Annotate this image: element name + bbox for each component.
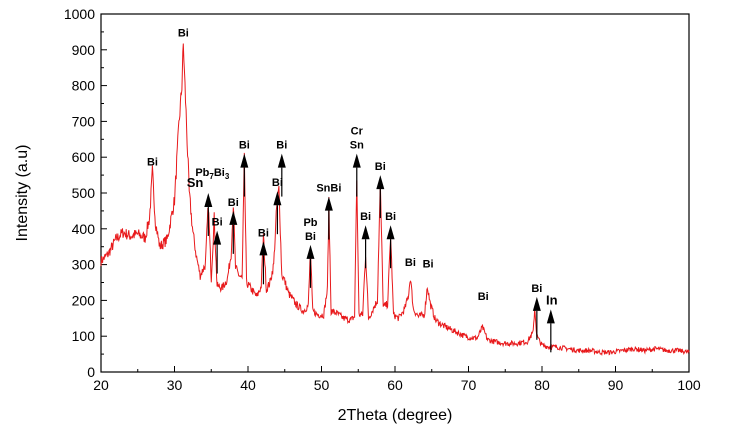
peak-label: Bi (478, 291, 489, 303)
peak-arrow-head (361, 225, 370, 240)
peak-arrow-head (352, 153, 361, 168)
x-tick-label: 60 (387, 377, 403, 393)
xrd-series-line (100, 43, 690, 357)
peak-label: Bi (385, 211, 396, 223)
peak-arrow-head (273, 191, 282, 206)
y-tick-label: 600 (72, 149, 96, 165)
y-tick-label: 1000 (64, 6, 95, 22)
peak-label: Bi (305, 231, 316, 243)
peak-arrow-head (532, 296, 541, 311)
y-tick-label: 200 (72, 292, 96, 308)
peak-label: In (546, 292, 558, 307)
x-axis-title: 2Theta (degree) (338, 407, 453, 424)
y-tick-label: 700 (72, 113, 96, 129)
peak-arrow-head (306, 244, 315, 259)
peak-label-top: Cr (351, 126, 364, 138)
peak-label: Bi (147, 157, 158, 169)
peak-label: Bi (276, 140, 287, 152)
y-tick-label: 400 (72, 221, 96, 237)
x-tick-label: 30 (167, 377, 183, 393)
peak-arrow-head (240, 153, 249, 168)
peak-arrow-head (546, 309, 555, 324)
x-tick-label: 100 (677, 377, 701, 393)
peak-label: Bi (258, 227, 269, 239)
peak-arrow-head (277, 153, 286, 168)
peak-arrow-head (229, 210, 238, 225)
peak-label: Bi (178, 28, 189, 40)
axes: 20 30 40 50 60 70 80 90 100010020030040050060070… (64, 6, 701, 393)
peak-arrow-head (386, 225, 395, 240)
peak-label: Bi (239, 140, 250, 152)
x-tick-label: 80 (534, 377, 550, 393)
peak-arrow-head (376, 175, 385, 190)
y-tick-label: 500 (72, 185, 96, 201)
y-tick-label: 900 (72, 42, 96, 58)
peak-label: Bi (405, 257, 416, 269)
peak-label: Bi (375, 161, 386, 173)
peak-label: Sn (350, 140, 364, 152)
peak-label: Bi (423, 259, 434, 271)
peak-arrow-head (259, 241, 268, 256)
x-tick-label: 50 (314, 377, 330, 393)
peak-label: Bi (531, 283, 542, 295)
series-layer (100, 43, 690, 357)
peak-label: Bi (228, 197, 239, 209)
y-axis-title: Intensity (a.u) (14, 145, 31, 242)
peak-label: SnBi (316, 183, 341, 195)
peak-label: Bi (212, 217, 223, 229)
y-tick-label: 300 (72, 257, 96, 273)
annotation-layer: BiBiPb7Bi3SnBiBiBiBiBiBiPbBiSnBiCrSnBiBi… (147, 28, 558, 353)
x-tick-label: 90 (608, 377, 624, 393)
peak-label: Bi (360, 211, 371, 223)
y-tick-label: 800 (72, 78, 96, 94)
x-tick-label: 40 (240, 377, 256, 393)
x-tick-label: 70 (461, 377, 477, 393)
y-tick-label: 100 (72, 328, 96, 344)
y-tick-label: 0 (87, 364, 95, 380)
peak-arrow-head (213, 230, 222, 245)
peak-label-top: Pb (303, 217, 317, 229)
x-tick-label: 20 (93, 377, 109, 393)
peak-label: Bi (272, 177, 283, 189)
peak-label: Pb7Bi3 (195, 167, 230, 181)
peak-label: Sn (187, 175, 204, 190)
peak-arrow-head (324, 196, 333, 211)
peak-arrow-head (204, 193, 213, 207)
